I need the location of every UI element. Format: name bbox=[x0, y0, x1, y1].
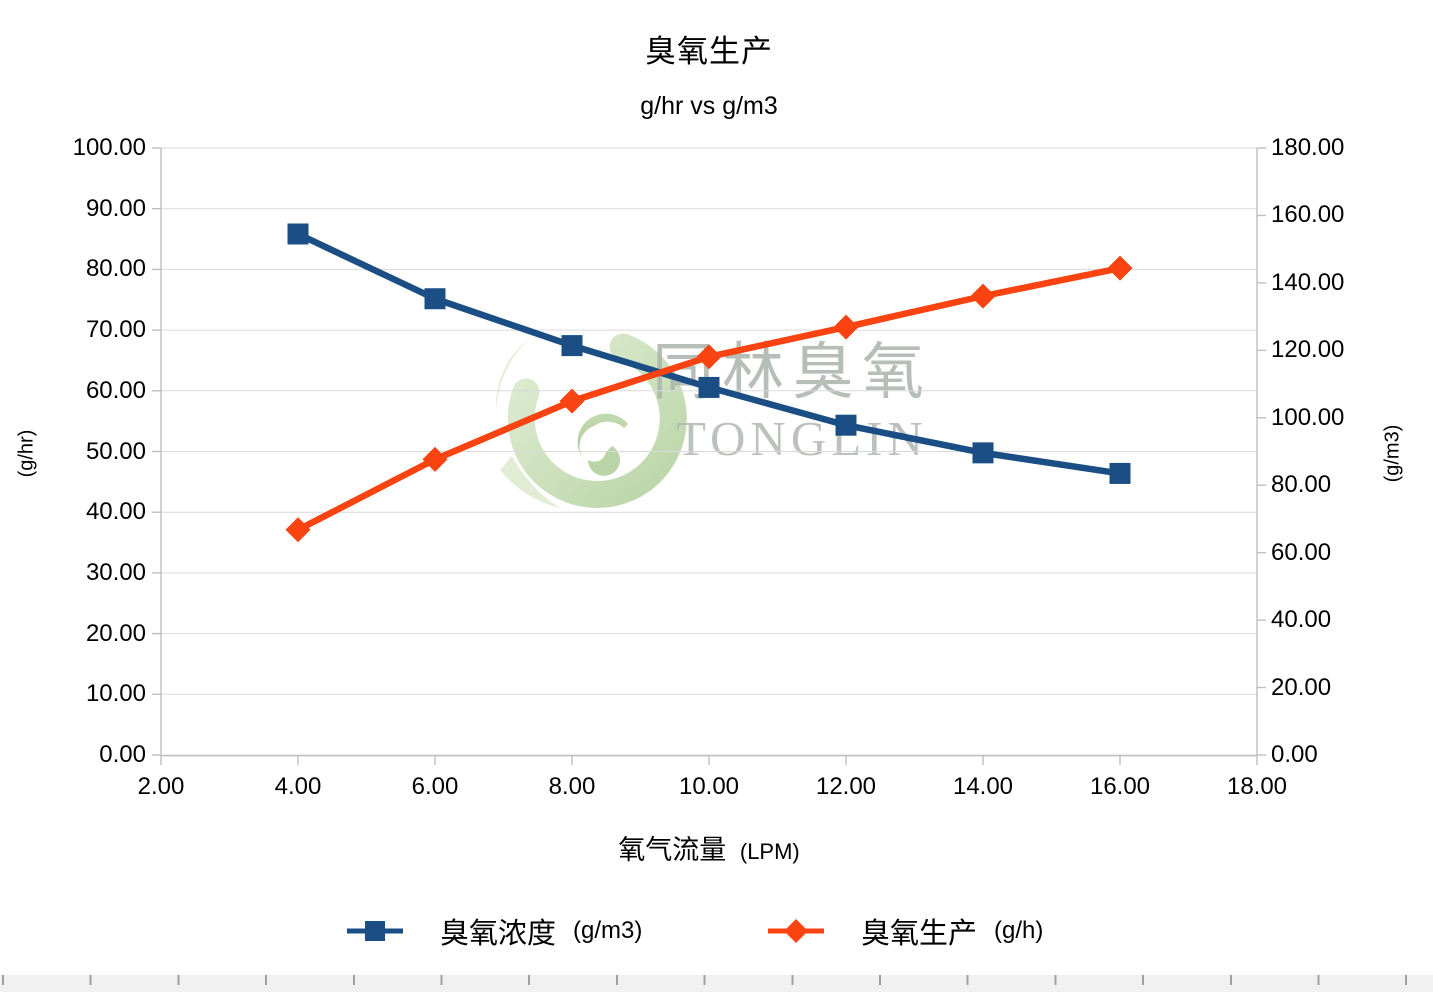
tick-label: 100.00 bbox=[72, 134, 146, 161]
tick-label: 140.00 bbox=[1271, 268, 1345, 296]
tick-label: 8.00 bbox=[548, 773, 596, 800]
tick-label: 80.00 bbox=[1271, 471, 1332, 499]
chart-subtitle: g/hr vs g/m3 bbox=[640, 92, 778, 120]
watermark-cn-text: 同林臭氧 bbox=[652, 338, 933, 407]
x-axis-title: 氧气流量 (LPM) bbox=[0, 828, 1418, 867]
tick-label: 2.00 bbox=[137, 773, 185, 800]
tick-label: 4.00 bbox=[274, 773, 322, 800]
series-marker-diamond bbox=[559, 388, 585, 414]
series-marker-diamond bbox=[422, 446, 448, 472]
tick-label: 70.00 bbox=[85, 316, 146, 344]
watermark-en-text: TONGLIN bbox=[676, 411, 928, 466]
legend-label-production: 臭氧生产 bbox=[861, 918, 978, 950]
legend-label-concentration: 臭氧浓度 bbox=[440, 918, 557, 950]
series-marker-square bbox=[1109, 462, 1131, 484]
tick-label: 120.00 bbox=[1271, 336, 1345, 364]
series-marker-square bbox=[835, 414, 857, 436]
series-marker-square bbox=[287, 223, 309, 245]
series-marker-square bbox=[424, 288, 446, 310]
series-marker-diamond bbox=[970, 283, 996, 309]
legend-diamond-marker-icon bbox=[768, 919, 824, 943]
tick-label: 60.00 bbox=[85, 376, 146, 404]
spreadsheet-cell-edge-strip bbox=[0, 975, 1433, 992]
series-line-1 bbox=[296, 265, 1121, 533]
legend-unit-production: (g/h) bbox=[994, 917, 1044, 944]
series-marker-diamond bbox=[285, 517, 311, 543]
chart-legend: 臭氧浓度 (g/m3) 臭氧生产 (g/h) bbox=[0, 905, 1433, 957]
series-marker-diamond bbox=[1107, 255, 1133, 281]
tick-label: 80.00 bbox=[85, 255, 146, 283]
tick-label: 20.00 bbox=[1271, 673, 1332, 701]
x-axis-title-unit-text: (LPM) bbox=[739, 839, 800, 864]
tick-label: 10.00 bbox=[678, 773, 740, 800]
tick-label: 0.00 bbox=[1271, 741, 1318, 768]
legend-item-production: 臭氧生产 (g/h) bbox=[768, 905, 1043, 957]
tick-label: 6.00 bbox=[411, 773, 459, 800]
tick-label: 40.00 bbox=[85, 498, 146, 526]
tick-label: 14.00 bbox=[952, 773, 1014, 800]
series-marker-square bbox=[972, 442, 994, 464]
tick-label: 160.00 bbox=[1271, 201, 1345, 229]
tick-label: 180.00 bbox=[1271, 134, 1345, 161]
series-marker-diamond bbox=[696, 344, 722, 370]
tick-label: 40.00 bbox=[1271, 606, 1332, 634]
tick-label: 12.00 bbox=[815, 773, 877, 800]
tick-label: 50.00 bbox=[85, 437, 146, 465]
legend-unit-concentration: (g/m3) bbox=[573, 917, 643, 944]
series-marker-diamond bbox=[833, 314, 859, 340]
legend-item-concentration: 臭氧浓度 (g/m3) bbox=[347, 905, 642, 957]
series-marker-square bbox=[698, 376, 720, 398]
legend-square-marker-icon bbox=[347, 921, 403, 941]
tick-label: 100.00 bbox=[1271, 403, 1345, 431]
chart-title: 臭氧生产 bbox=[645, 34, 773, 69]
series-marker-square bbox=[561, 335, 583, 357]
x-axis-title-text: 氧气流量 bbox=[618, 835, 727, 865]
tick-label: 18.00 bbox=[1226, 773, 1288, 800]
tick-label: 0.00 bbox=[99, 741, 146, 768]
tick-label: 30.00 bbox=[85, 558, 146, 586]
tick-label: 90.00 bbox=[85, 194, 146, 222]
tick-label: 60.00 bbox=[1271, 538, 1332, 566]
tick-label: 16.00 bbox=[1089, 773, 1151, 800]
tick-label: 20.00 bbox=[85, 619, 146, 647]
tick-label: 10.00 bbox=[85, 680, 146, 708]
